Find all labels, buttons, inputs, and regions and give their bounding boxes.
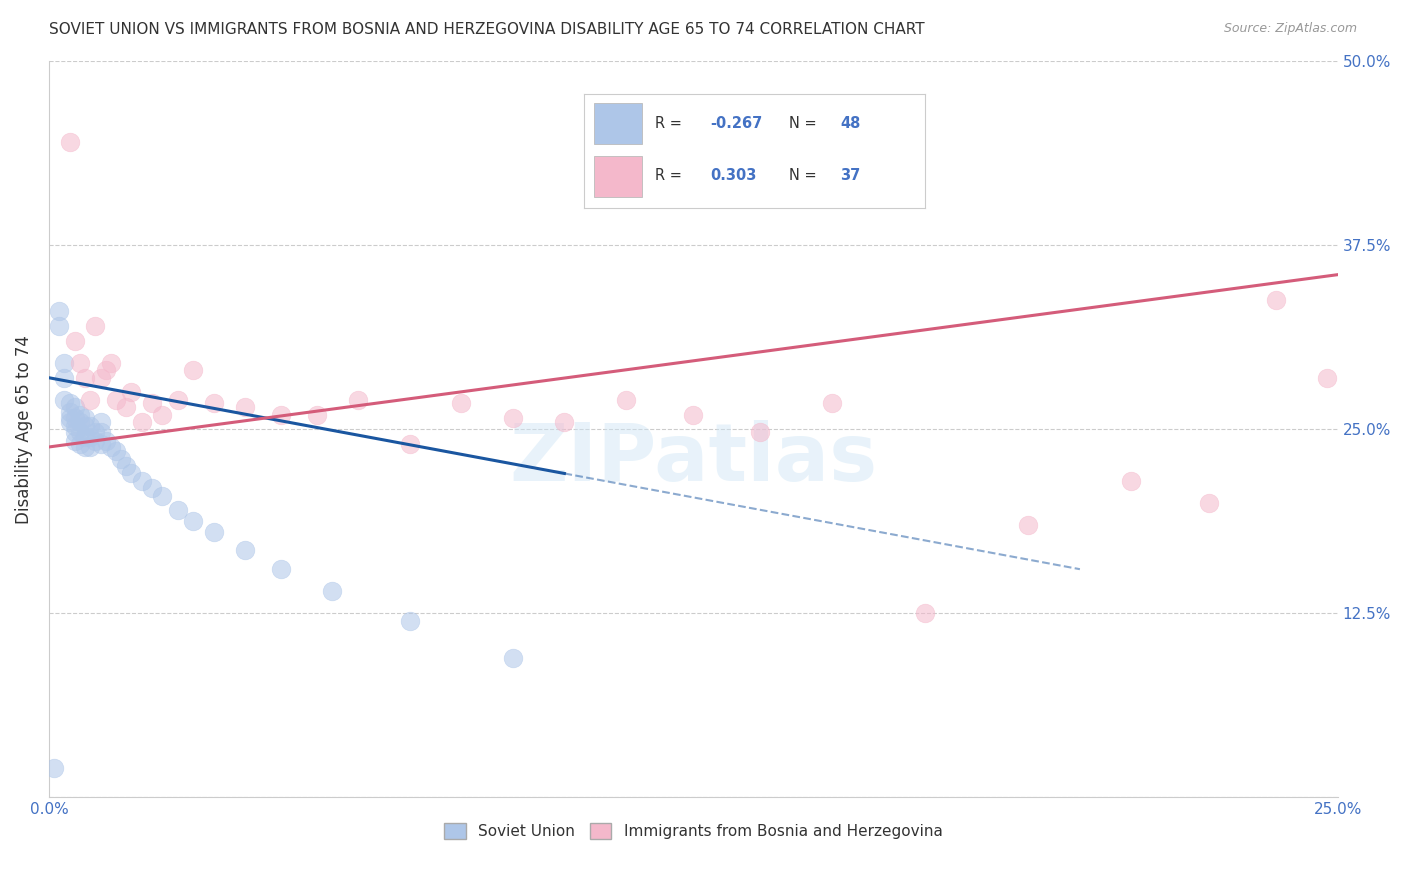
Point	[502, 650, 524, 665]
Point	[58, 396, 80, 410]
Point	[233, 401, 256, 415]
Point	[53, 370, 76, 384]
Point	[69, 437, 91, 451]
Point	[53, 356, 76, 370]
Point	[749, 425, 772, 440]
Point	[110, 451, 132, 466]
Point	[1198, 496, 1220, 510]
Point	[553, 415, 575, 429]
Point	[69, 425, 91, 440]
Point	[202, 396, 225, 410]
Point	[63, 334, 86, 348]
Point	[166, 392, 188, 407]
Point	[141, 481, 163, 495]
Point	[89, 415, 111, 429]
Point	[347, 392, 370, 407]
Point	[150, 489, 173, 503]
Point	[115, 459, 138, 474]
Point	[79, 419, 101, 434]
Point	[89, 370, 111, 384]
Point	[181, 514, 204, 528]
Point	[181, 363, 204, 377]
Y-axis label: Disability Age 65 to 74: Disability Age 65 to 74	[15, 334, 32, 524]
Point	[73, 430, 96, 444]
Text: ZIPatlas: ZIPatlas	[509, 420, 877, 498]
Point	[305, 408, 328, 422]
Point	[1264, 293, 1286, 307]
Point	[69, 408, 91, 422]
Point	[150, 408, 173, 422]
Point	[69, 356, 91, 370]
Point	[104, 444, 127, 458]
Point	[115, 401, 138, 415]
Point	[73, 419, 96, 434]
Point	[141, 396, 163, 410]
Point	[202, 525, 225, 540]
Point	[166, 503, 188, 517]
Point	[58, 404, 80, 418]
Point	[682, 408, 704, 422]
Point	[48, 319, 70, 334]
Text: Source: ZipAtlas.com: Source: ZipAtlas.com	[1223, 22, 1357, 36]
Point	[131, 474, 153, 488]
Point	[120, 385, 142, 400]
Point	[502, 410, 524, 425]
Point	[614, 392, 637, 407]
Point	[84, 425, 107, 440]
Legend: Soviet Union, Immigrants from Bosnia and Herzegovina: Soviet Union, Immigrants from Bosnia and…	[439, 817, 949, 845]
Point	[233, 543, 256, 558]
Point	[58, 415, 80, 429]
Point	[79, 392, 101, 407]
Point	[48, 304, 70, 318]
Point	[270, 562, 292, 576]
Text: SOVIET UNION VS IMMIGRANTS FROM BOSNIA AND HERZEGOVINA DISABILITY AGE 65 TO 74 C: SOVIET UNION VS IMMIGRANTS FROM BOSNIA A…	[49, 22, 925, 37]
Point	[100, 440, 122, 454]
Point	[79, 440, 101, 454]
Point	[120, 467, 142, 481]
Point	[73, 370, 96, 384]
Point	[58, 135, 80, 149]
Point	[63, 401, 86, 415]
Point	[1121, 474, 1143, 488]
Point	[321, 584, 343, 599]
Point	[58, 410, 80, 425]
Point	[914, 607, 936, 621]
Point	[1316, 370, 1339, 384]
Point	[1017, 518, 1039, 533]
Point	[63, 410, 86, 425]
Point	[63, 434, 86, 448]
Point	[821, 396, 844, 410]
Point	[73, 410, 96, 425]
Point	[42, 761, 65, 775]
Point	[450, 396, 472, 410]
Point	[53, 392, 76, 407]
Point	[398, 437, 420, 451]
Point	[100, 356, 122, 370]
Point	[89, 425, 111, 440]
Point	[63, 419, 86, 434]
Point	[94, 434, 117, 448]
Point	[398, 614, 420, 628]
Point	[131, 415, 153, 429]
Point	[73, 440, 96, 454]
Point	[84, 319, 107, 334]
Point	[84, 434, 107, 448]
Point	[270, 408, 292, 422]
Point	[63, 425, 86, 440]
Point	[94, 363, 117, 377]
Point	[1368, 268, 1391, 282]
Point	[104, 392, 127, 407]
Point	[69, 415, 91, 429]
Point	[79, 430, 101, 444]
Point	[89, 437, 111, 451]
